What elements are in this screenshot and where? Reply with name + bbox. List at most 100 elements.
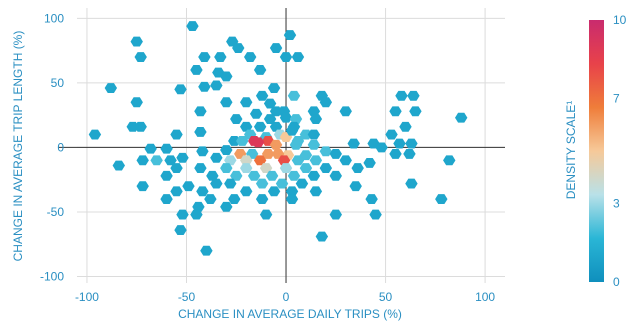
hexbin-point xyxy=(220,201,233,212)
hexbin-point xyxy=(240,121,253,132)
colorbar-tick-label: 3 xyxy=(613,196,620,210)
y-tick-label: 100 xyxy=(44,11,64,25)
hexbin-point xyxy=(309,114,323,124)
hexbin-point xyxy=(134,121,147,132)
hexbin-point xyxy=(126,121,139,132)
hexbin-point xyxy=(194,106,207,117)
hexbin-point xyxy=(263,98,277,109)
hexbin-point xyxy=(196,146,209,157)
hexbin-point xyxy=(176,152,189,163)
hexbin-point xyxy=(409,106,422,117)
hexbin-point xyxy=(170,163,183,174)
hexbin-point xyxy=(192,201,205,212)
hexbin-point xyxy=(375,142,388,153)
colorbar-title: DENSITY SCALE¹ xyxy=(564,101,578,199)
hexbin-point xyxy=(269,43,283,53)
colorbar-tick-labels: 10 7 3 0 xyxy=(613,13,627,289)
hexbin-point xyxy=(315,231,329,242)
hexbin-point xyxy=(269,139,283,150)
hexbin-point xyxy=(240,163,253,174)
hexbin-point xyxy=(224,178,237,189)
hexbin-point xyxy=(240,155,253,166)
hexbin-point xyxy=(240,97,253,108)
hexbin-point xyxy=(339,106,352,117)
hexbin-point xyxy=(329,209,342,220)
hexbin-point xyxy=(228,194,241,205)
hexbin-point xyxy=(160,170,173,181)
hexbin-point xyxy=(243,52,257,62)
hexbin-point xyxy=(220,163,233,174)
x-tick-label: 0 xyxy=(283,290,290,304)
hexbin-point xyxy=(253,121,267,132)
hexbin-point xyxy=(283,30,297,41)
hexbin-point xyxy=(289,139,303,150)
y-tick-label: 0 xyxy=(57,140,64,154)
hexbin-point xyxy=(405,138,418,149)
hexbin-point xyxy=(395,90,408,101)
hexbin-point xyxy=(220,97,233,108)
hexbin-point xyxy=(299,150,313,161)
hexbin-point xyxy=(206,170,219,181)
hexbin-point xyxy=(144,143,157,154)
hexbin-point xyxy=(186,21,199,32)
hexbin-point xyxy=(299,129,313,140)
x-tick-label: 50 xyxy=(379,290,393,304)
hexbin-point xyxy=(307,170,321,181)
hexbin-point xyxy=(399,121,412,132)
hexbin-point xyxy=(279,163,293,174)
hexbin-point xyxy=(160,194,173,205)
hexbin-point xyxy=(255,90,269,101)
hexbin-point xyxy=(255,194,269,205)
hexbin-point xyxy=(265,170,279,181)
hexbin-point xyxy=(253,65,267,75)
x-tick-label: -100 xyxy=(75,290,99,304)
hexbin-point xyxy=(176,209,189,220)
y-tick-label: -100 xyxy=(40,270,64,284)
hexbin-point xyxy=(198,52,211,62)
y-axis-title: CHANGE IN AVERAGE TRIP LENGTH (%) xyxy=(11,31,25,262)
hexbin-point xyxy=(220,145,233,155)
hexbin-point xyxy=(329,170,342,181)
hexbin-point xyxy=(319,146,333,157)
hexbin-point xyxy=(329,148,342,159)
hexbin-point xyxy=(190,209,203,220)
hexbin-point xyxy=(319,163,333,174)
hexbin-point xyxy=(307,139,321,150)
hexbin-point xyxy=(347,138,360,149)
hexbin-point xyxy=(88,129,102,140)
hexbin-point xyxy=(443,155,456,166)
hexbin-point xyxy=(307,106,321,117)
hexbin-point xyxy=(291,155,305,166)
hexbin-point xyxy=(196,186,209,197)
hexbin-point xyxy=(275,178,289,189)
hexbin-point xyxy=(224,155,237,166)
hexbin-point xyxy=(393,138,406,149)
hexbin-point xyxy=(385,129,398,140)
hexbin-point xyxy=(339,155,352,166)
hexbin-point xyxy=(349,181,362,192)
hexbin-point xyxy=(160,143,173,154)
hexbin-point xyxy=(365,194,378,205)
hexbin-point xyxy=(104,83,118,93)
hexbin-point xyxy=(210,80,223,91)
hexbin-point xyxy=(389,106,402,117)
hexbin-point xyxy=(232,43,245,53)
x-tick-label: 100 xyxy=(475,290,495,304)
hexbin-point xyxy=(405,178,418,189)
x-tick-labels: -100 -50 0 50 100 xyxy=(75,290,495,304)
hexbin-point xyxy=(263,114,277,124)
hexbin-point xyxy=(174,225,187,236)
hexbin-point xyxy=(267,186,281,197)
hexbin-point xyxy=(198,81,211,92)
hexbin-point xyxy=(285,186,299,197)
hexbin-point xyxy=(182,181,195,192)
hexbin-point xyxy=(279,52,293,62)
hexbin-point xyxy=(295,178,309,189)
hexbin-point xyxy=(210,178,223,189)
colorbar-tick-label: 0 xyxy=(613,275,620,289)
hexbin-point xyxy=(259,163,273,174)
hexbin-point xyxy=(255,178,269,189)
x-axis-title: CHANGE IN AVERAGE DAILY TRIPS (%) xyxy=(178,307,402,321)
hexbin-point xyxy=(277,155,291,166)
